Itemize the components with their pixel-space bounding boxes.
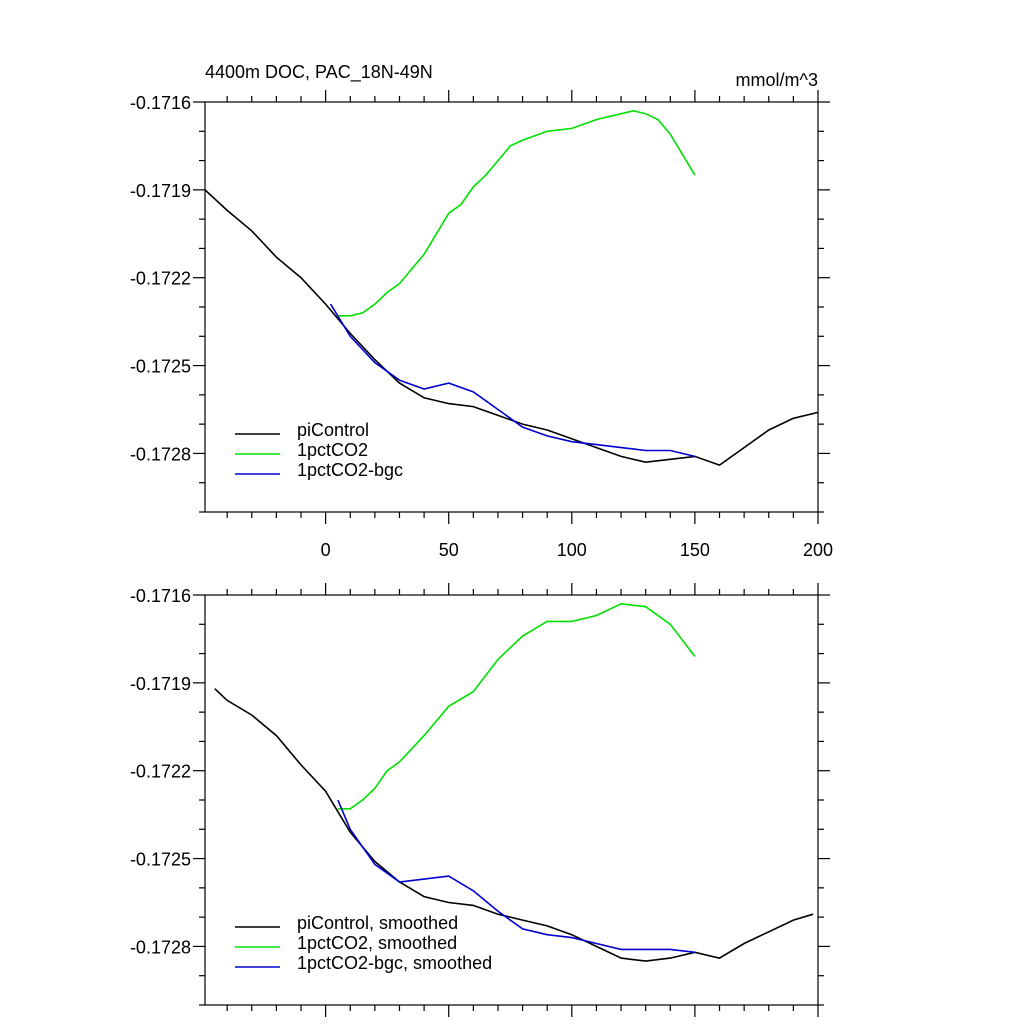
y-tick-label: -0.1728 xyxy=(130,444,191,464)
x-tick-label: 100 xyxy=(557,540,587,560)
series-line xyxy=(214,688,814,962)
legend-label: 1pctCO2 xyxy=(297,440,368,460)
y-tick-label: -0.1719 xyxy=(130,181,191,201)
legend-label: piControl xyxy=(297,420,369,440)
y-tick-label: -0.1722 xyxy=(130,269,191,289)
units-label: mmol/m^3 xyxy=(736,70,818,90)
x-tick-label: 50 xyxy=(439,540,459,560)
series-line xyxy=(337,799,695,954)
y-tick-label: -0.1722 xyxy=(130,762,191,782)
legend-label: piControl, smoothed xyxy=(297,913,458,933)
legend-label: 1pctCO2-bgc xyxy=(297,460,403,480)
series-line xyxy=(337,602,696,810)
legend-label: 1pctCO2, smoothed xyxy=(297,933,457,953)
y-tick-label: -0.1728 xyxy=(130,937,191,957)
y-tick-label: -0.1725 xyxy=(130,850,191,870)
y-tick-label: -0.1716 xyxy=(130,586,191,606)
legend-label: 1pctCO2-bgc, smoothed xyxy=(297,953,492,973)
chart-title: 4400m DOC, PAC_18N-49N xyxy=(205,62,433,83)
series-line xyxy=(204,189,819,466)
y-tick-label: -0.1725 xyxy=(130,357,191,377)
y-tick-label: -0.1716 xyxy=(130,93,191,113)
y-tick-label: -0.1719 xyxy=(130,674,191,694)
series-line xyxy=(329,303,696,458)
x-tick-label: 200 xyxy=(803,540,833,560)
x-tick-label: 0 xyxy=(321,540,331,560)
x-tick-label: 150 xyxy=(680,540,710,560)
series-line xyxy=(337,109,696,317)
